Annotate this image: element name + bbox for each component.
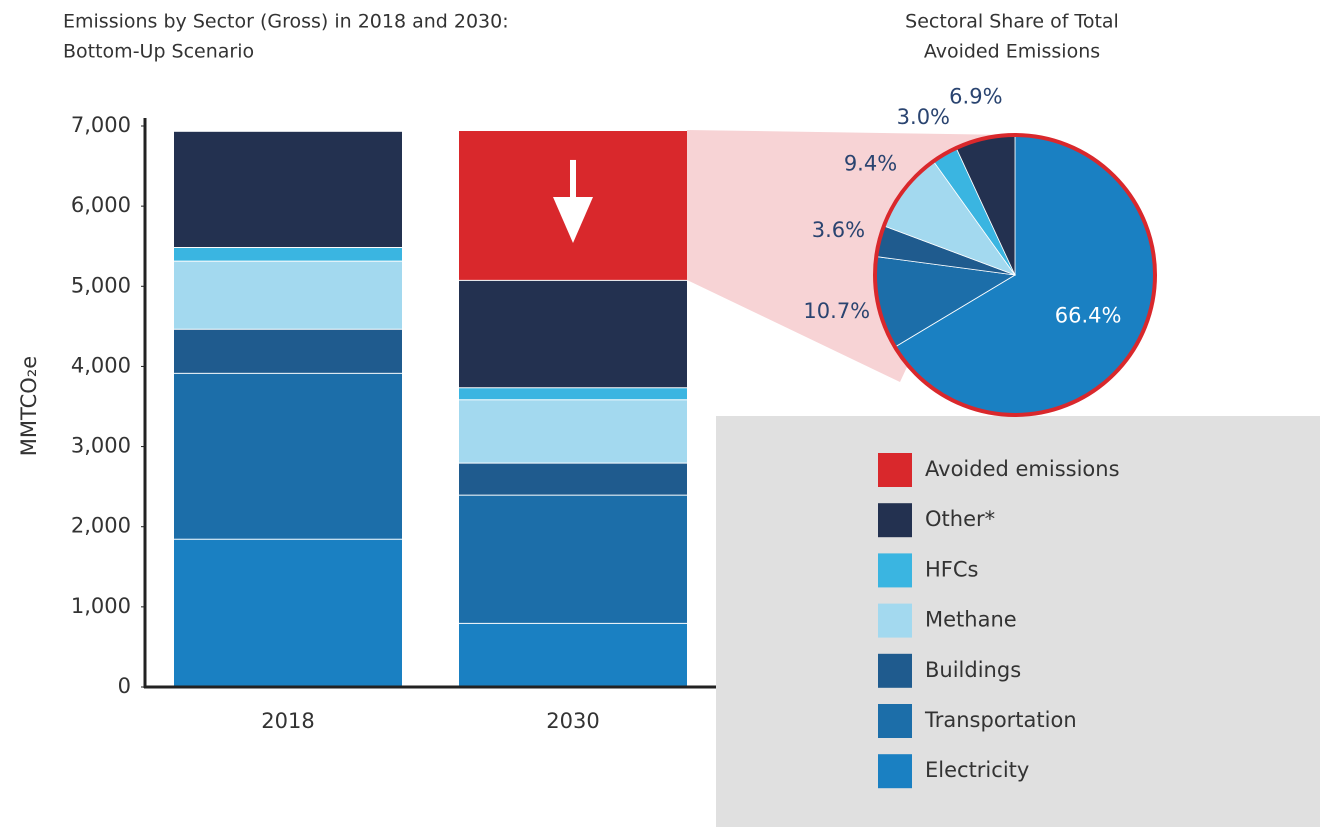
pie-label: 6.9% [949, 84, 1002, 108]
legend-swatch [878, 553, 912, 588]
x-tick-label: 2018 [261, 709, 314, 733]
legend-label: Other* [925, 507, 995, 531]
legend-swatch [878, 453, 912, 487]
bar-segment [459, 623, 687, 687]
legend-label: Transportation [924, 708, 1077, 732]
bar-segment [459, 495, 687, 623]
arrow-head [553, 196, 593, 243]
y-tick-label: 5,000 [71, 273, 131, 297]
bar-segment [459, 388, 687, 400]
bar-segment [174, 539, 402, 687]
bar-segment [459, 463, 687, 495]
legend-label: HFCs [925, 557, 978, 581]
legend-label: Electricity [925, 758, 1029, 782]
arrow-stem [570, 159, 576, 200]
y-tick-label: 7,000 [71, 113, 131, 137]
legend-label: Methane [925, 608, 1017, 632]
pie-label: 66.4% [1055, 303, 1122, 327]
legend-label: Buildings [925, 658, 1021, 682]
pie-border [873, 133, 1157, 417]
chart-title: Emissions by Sector (Gross) in 2018 and … [63, 11, 509, 33]
legend-swatch [878, 704, 912, 738]
pie-label: 10.7% [803, 299, 870, 323]
legend-swatch [878, 603, 912, 638]
bar-segment [459, 400, 687, 463]
legend-label: Avoided emissions [925, 457, 1120, 481]
pie-label: 3.6% [812, 218, 865, 242]
y-tick-label: 0 [118, 674, 131, 698]
y-axis-label: MMTCO₂e [17, 356, 41, 456]
chart-title: Bottom-Up Scenario [63, 41, 254, 63]
bar-segment [174, 248, 402, 261]
y-tick-label: 4,000 [71, 353, 131, 377]
legend-swatch [878, 754, 912, 789]
legend-box [716, 416, 1320, 827]
y-tick-label: 1,000 [71, 594, 131, 618]
pie-label: 3.0% [897, 105, 950, 129]
pie-title: Avoided Emissions [924, 41, 1100, 63]
bar-segment [174, 329, 402, 373]
bar-segment [174, 373, 402, 539]
x-tick-label: 2030 [546, 709, 599, 733]
y-tick-label: 3,000 [71, 434, 131, 458]
pie-label: 9.4% [844, 151, 897, 175]
bar-segment [174, 131, 402, 248]
y-tick-label: 2,000 [71, 514, 131, 538]
legend-swatch [878, 503, 912, 538]
bar-segment [459, 280, 687, 388]
y-tick-label: 6,000 [71, 193, 131, 217]
bar-segment [174, 261, 402, 329]
pie-title: Sectoral Share of Total [905, 11, 1119, 33]
legend-swatch [878, 653, 912, 688]
